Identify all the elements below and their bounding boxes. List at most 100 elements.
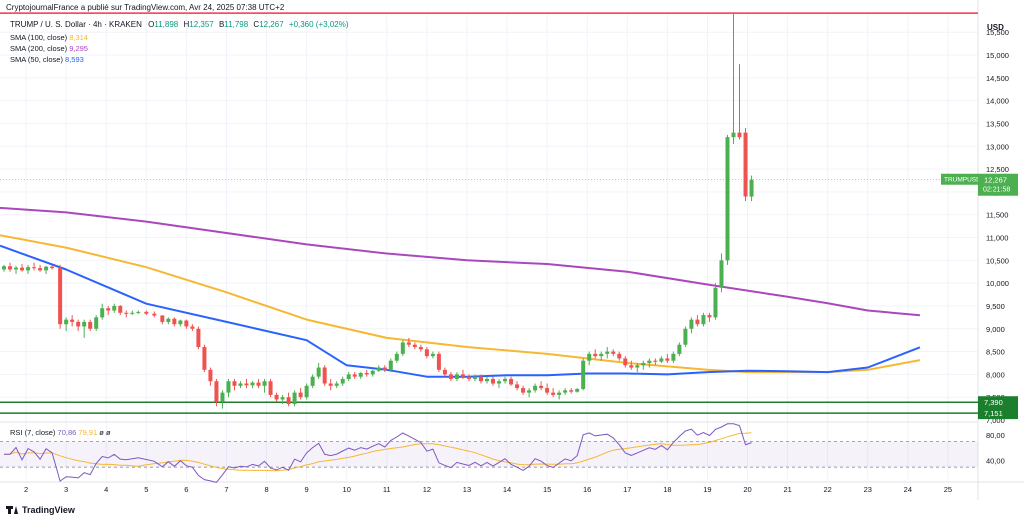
candle-up xyxy=(136,310,141,315)
candle-body xyxy=(749,179,754,197)
candle-up xyxy=(316,362,321,379)
candle-body xyxy=(340,378,345,384)
candle-body xyxy=(707,315,712,318)
y-tick-label: 14,000 xyxy=(986,97,1009,106)
candle-down xyxy=(286,392,291,407)
candle-up xyxy=(64,317,69,332)
candle-up xyxy=(130,310,135,316)
candle-up xyxy=(605,347,610,359)
candle-body xyxy=(14,267,19,270)
candle-body xyxy=(250,382,255,386)
candle-body xyxy=(533,385,538,391)
candle-down xyxy=(58,264,63,329)
candle-body xyxy=(527,390,532,393)
candle-body xyxy=(593,353,598,357)
rsi-value: 70,86 xyxy=(57,428,77,437)
candle-body xyxy=(136,311,141,313)
y-tick-label: 11,000 xyxy=(986,234,1008,243)
candle-up xyxy=(238,381,243,389)
candle-down xyxy=(214,378,219,407)
candle-up xyxy=(388,358,393,373)
candle-body xyxy=(238,383,243,386)
last-price-tag-bg xyxy=(978,173,1018,196)
x-tick-label: 13 xyxy=(463,485,471,494)
x-tick-label: 14 xyxy=(503,485,511,494)
candle-body xyxy=(232,381,237,386)
x-tick-label: 22 xyxy=(824,485,832,494)
y-tick-label: 15,000 xyxy=(986,51,1009,60)
candle-body xyxy=(32,267,37,269)
x-tick-label: 11 xyxy=(383,485,391,494)
candle-body xyxy=(184,320,189,327)
candle-body xyxy=(70,319,75,322)
candle-down xyxy=(653,358,658,366)
price-tag-bg xyxy=(978,407,1018,420)
candle-body xyxy=(635,365,640,368)
candle-down xyxy=(611,349,616,357)
candle-down xyxy=(50,264,55,270)
candle-body xyxy=(557,392,562,395)
candle-up xyxy=(749,175,754,202)
candle-down xyxy=(144,310,149,316)
candle-body xyxy=(262,381,267,386)
candle-body xyxy=(575,388,580,392)
close-value: 12,267 xyxy=(259,20,284,29)
candle-down xyxy=(707,312,712,322)
symbol-line[interactable]: TRUMP / U. S. Dollar · 4h · KRAKEN xyxy=(10,20,142,29)
candle-body xyxy=(671,353,676,361)
candle-body xyxy=(280,397,285,400)
candle-down xyxy=(478,374,483,384)
indicator-sma50[interactable]: SMA (50, close) 8,593 xyxy=(10,55,84,64)
ohlc-line: TRUMP / U. S. Dollar · 4h · KRAKEN O11,8… xyxy=(10,20,349,29)
x-tick-label: 6 xyxy=(184,485,188,494)
rsi-legend[interactable]: RSI (7, close) 70,86 79,91 ø ø xyxy=(10,428,111,437)
candle-body xyxy=(623,358,628,366)
indicator-sma200[interactable]: SMA (200, close) 9,295 xyxy=(10,44,88,53)
candle-down xyxy=(460,369,465,379)
last-price-tag: 12,267 02:21:58 xyxy=(978,173,1018,196)
candle-down xyxy=(322,365,327,386)
candle-down xyxy=(124,310,129,318)
price-tag-text: 7,390 xyxy=(984,398,1003,407)
candle-body xyxy=(202,347,207,370)
candle-body xyxy=(442,369,447,375)
footer-brand[interactable]: TradingView xyxy=(6,505,75,515)
candle-up xyxy=(166,317,171,325)
candle-up xyxy=(334,381,339,389)
candle-up xyxy=(82,319,87,338)
candle-down xyxy=(32,262,37,271)
candle-up xyxy=(220,390,225,409)
candle-down xyxy=(448,372,453,382)
y-tick-label: 11,500 xyxy=(986,211,1008,220)
candle-down xyxy=(743,128,748,202)
candle-body xyxy=(100,308,105,318)
candle-body xyxy=(20,267,25,271)
candle-up xyxy=(731,14,736,145)
candle-body xyxy=(472,376,477,379)
candle-body xyxy=(725,137,730,261)
candle-down xyxy=(184,319,189,329)
candle-body xyxy=(208,369,213,382)
sma200-line xyxy=(0,206,920,317)
x-tick-label: 20 xyxy=(743,485,751,494)
candle-up xyxy=(581,358,586,391)
candle-body xyxy=(689,319,694,329)
indicator-label: SMA (50, close) xyxy=(10,55,63,64)
candle-down xyxy=(172,317,177,327)
candle-up xyxy=(635,362,640,373)
candle-body xyxy=(172,318,177,325)
candle-body xyxy=(587,353,592,361)
candle-body xyxy=(298,392,303,398)
candle-body xyxy=(358,373,363,377)
rsi-line xyxy=(4,423,752,483)
candle-down xyxy=(106,305,111,316)
indicator-value: 8,314 xyxy=(69,33,88,42)
price-tag-bg xyxy=(978,396,1018,409)
y-tick-label: 13,000 xyxy=(986,142,1009,151)
candle-body xyxy=(701,315,706,325)
open-label: O xyxy=(148,20,155,29)
indicator-sma100[interactable]: SMA (100, close) 8,314 xyxy=(10,33,88,42)
candle-down xyxy=(436,351,441,373)
candle-body xyxy=(376,367,381,371)
y-tick-label: 8,500 xyxy=(986,348,1005,357)
